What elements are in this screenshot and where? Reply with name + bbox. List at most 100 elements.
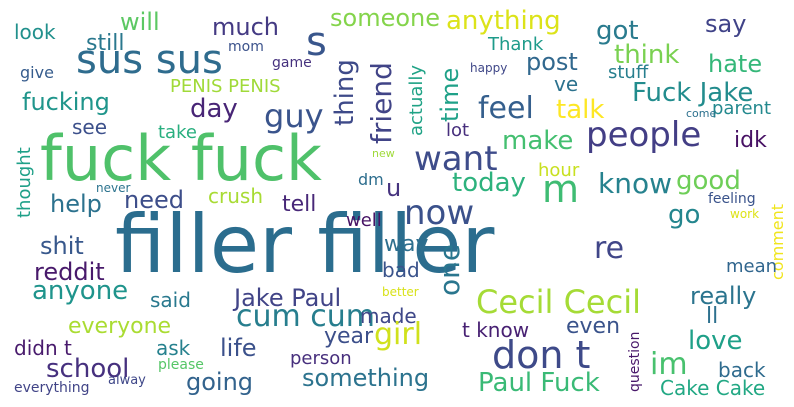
- word-fuck-jake: Fuck Jake: [632, 78, 754, 108]
- word-ask: ask: [156, 336, 191, 360]
- word-sus-sus: sus sus: [76, 37, 223, 83]
- word-m: m: [542, 167, 580, 211]
- word-lot: lot: [446, 120, 470, 141]
- word-thing: thing: [330, 59, 360, 126]
- word-please: please: [158, 357, 204, 373]
- word-filler-filler: filler filler: [115, 198, 495, 291]
- word-say: say: [705, 10, 747, 38]
- word-time: time: [436, 67, 464, 122]
- word-everyone: everyone: [68, 314, 172, 339]
- word-anything: anything: [446, 6, 561, 36]
- word-help: help: [50, 190, 102, 218]
- word-t-know: t know: [462, 318, 530, 342]
- word-didn-t: didn t: [14, 336, 72, 360]
- word-better: better: [382, 285, 419, 299]
- word-still: still: [86, 31, 125, 56]
- word-said: said: [150, 288, 191, 312]
- word-im: im: [650, 347, 688, 382]
- word-shit: shit: [40, 232, 84, 260]
- word-stuff: stuff: [608, 62, 649, 83]
- word-much: much: [212, 13, 279, 41]
- word-one: one: [433, 243, 466, 296]
- word-game: game: [272, 55, 312, 71]
- word-dm: dm: [358, 170, 384, 189]
- word-cum-cum: cum cum: [236, 299, 375, 334]
- word-hour: hour: [538, 160, 580, 181]
- word-go: go: [668, 200, 701, 230]
- word-post: post: [526, 48, 578, 76]
- word-know: know: [598, 167, 672, 200]
- word-cake-cake: Cake Cake: [660, 376, 766, 400]
- word-paul-fuck: Paul Fuck: [478, 368, 600, 398]
- word-reddit: reddit: [34, 258, 105, 286]
- word-alway: alway: [108, 373, 146, 388]
- word-back: back: [718, 358, 766, 382]
- word-made: made: [360, 304, 417, 328]
- word-school: school: [46, 354, 130, 384]
- word-make: make: [502, 126, 574, 156]
- word-cecil-cecil: Cecil Cecil: [476, 283, 641, 321]
- word-really: really: [690, 282, 757, 310]
- word-crush: crush: [208, 184, 263, 208]
- word-actually: actually: [406, 64, 427, 136]
- word-think: think: [614, 40, 680, 70]
- word-work: work: [730, 207, 760, 221]
- word-parent: parent: [712, 98, 772, 119]
- word-penis-penis: PENIS PENIS: [170, 76, 281, 97]
- word-take: take: [158, 122, 197, 143]
- word-will: will: [120, 8, 160, 36]
- word-question: question: [627, 331, 643, 392]
- word-got: got: [596, 16, 639, 46]
- word-guy: guy: [264, 97, 324, 135]
- word-look: look: [14, 20, 56, 44]
- word-someone: someone: [330, 4, 440, 32]
- word-good: good: [676, 166, 741, 196]
- word-want: want: [414, 139, 498, 179]
- word-day: day: [190, 94, 238, 124]
- word-give: give: [20, 63, 54, 82]
- word-anyone: anyone: [32, 276, 129, 306]
- word-even: even: [566, 314, 621, 339]
- word-don-t: don t: [492, 333, 591, 377]
- word-tell: tell: [282, 192, 317, 217]
- word-talk: talk: [556, 95, 605, 125]
- word-people: people: [586, 115, 702, 155]
- word-way: way: [384, 232, 429, 257]
- word-need: need: [124, 186, 184, 214]
- word-fuck-fuck: fuck fuck: [40, 122, 322, 195]
- word-something: something: [302, 364, 430, 392]
- word-feel: feel: [478, 91, 534, 126]
- word-mean: mean: [726, 256, 778, 277]
- word-person: person: [290, 348, 352, 369]
- word-hate: hate: [708, 50, 763, 78]
- word-thought: thought: [14, 147, 35, 218]
- word-love: love: [688, 326, 743, 356]
- word-never: never: [96, 181, 131, 195]
- word-s: s: [306, 19, 327, 65]
- word-happy: happy: [470, 61, 508, 75]
- word-life: life: [220, 334, 257, 362]
- word-idk: idk: [734, 128, 767, 153]
- word-today: today: [452, 168, 526, 198]
- word-year: year: [324, 324, 374, 349]
- word-u: u: [386, 174, 402, 202]
- word-come: come: [686, 107, 717, 120]
- word-jake-paul: Jake Paul: [234, 284, 342, 312]
- word-new: new: [372, 147, 395, 160]
- word-see: see: [72, 115, 108, 139]
- word-ve: ve: [554, 72, 579, 96]
- word-now: now: [404, 193, 475, 233]
- word-well: well: [346, 210, 382, 231]
- word-ll: ll: [706, 304, 719, 329]
- word-everything: everything: [14, 380, 90, 396]
- word-re: re: [594, 231, 625, 266]
- word-friend: friend: [365, 62, 398, 144]
- word-feeling: feeling: [708, 191, 756, 207]
- word-bad: bad: [382, 258, 420, 282]
- word-going: going: [186, 368, 254, 396]
- word-thank: Thank: [488, 34, 544, 55]
- word-girl: girl: [374, 317, 423, 352]
- word-fucking: fucking: [22, 88, 110, 116]
- word-mom: mom: [228, 39, 264, 55]
